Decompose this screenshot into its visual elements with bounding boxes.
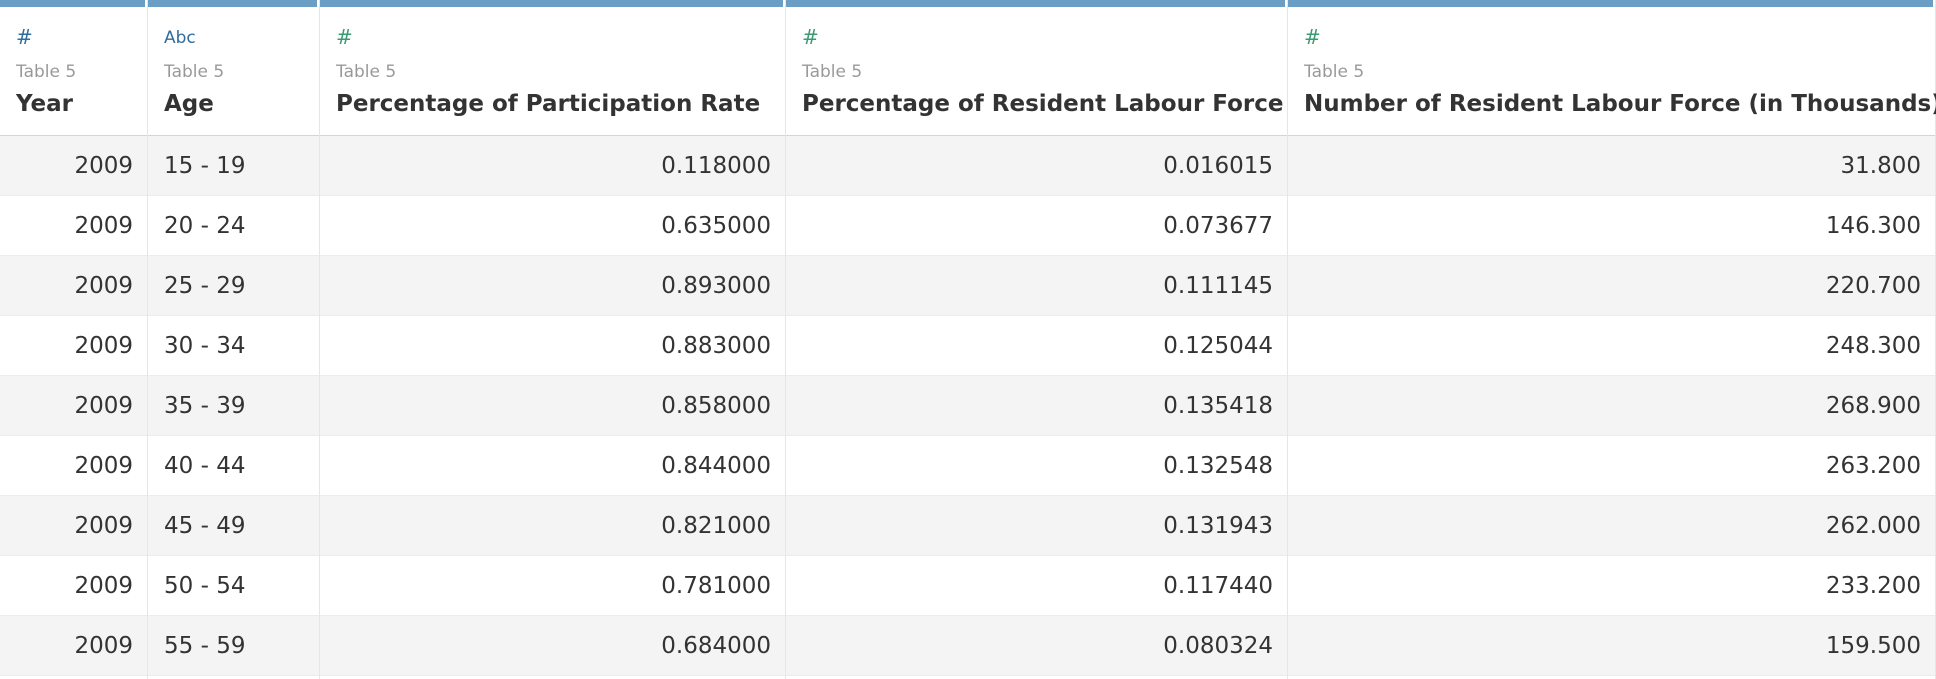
column-header[interactable]: # Table 5 Number of Resident Labour Force … bbox=[1288, 7, 1936, 137]
table-cell: 2009 bbox=[0, 136, 147, 196]
table-cell: 2009 bbox=[0, 316, 147, 376]
table-cell: 50 - 54 bbox=[148, 556, 319, 616]
table-cell: 55 - 59 bbox=[148, 616, 319, 676]
column-bar bbox=[786, 0, 1285, 7]
table-cell: 0.821000 bbox=[320, 496, 785, 556]
column-bar bbox=[1288, 0, 1933, 7]
table-cell: 0.132548 bbox=[786, 436, 1287, 496]
table-cell: 0.635000 bbox=[320, 196, 785, 256]
table-cell: 2009 bbox=[0, 556, 147, 616]
table-cell: 0.080324 bbox=[786, 616, 1287, 676]
table-cell: 2009 bbox=[0, 616, 147, 676]
table-cell: 262.000 bbox=[1288, 496, 1935, 556]
column-header[interactable]: Abc Table 5 Age bbox=[148, 7, 319, 137]
table-cell: 31.800 bbox=[1288, 136, 1935, 196]
table-cell: 20 - 24 bbox=[148, 196, 319, 256]
column-bar bbox=[148, 0, 317, 7]
column-name: Percentage of Resident Labour Force bbox=[802, 91, 1284, 117]
table-cell: 15 - 19 bbox=[148, 136, 319, 196]
table-cell: 0.684000 bbox=[320, 616, 785, 676]
column-bar bbox=[0, 0, 145, 7]
table-cell: 268.900 bbox=[1288, 376, 1935, 436]
column-source: Table 5 bbox=[1304, 62, 1365, 82]
column-name: Age bbox=[164, 91, 214, 117]
column-source: Table 5 bbox=[164, 62, 225, 82]
table-cell: 233.200 bbox=[1288, 556, 1935, 616]
table-cell: 0.858000 bbox=[320, 376, 785, 436]
table-cell: 0.118000 bbox=[320, 136, 785, 196]
table-cell: 146.300 bbox=[1288, 196, 1935, 256]
type-icon: # bbox=[802, 25, 819, 49]
table-cell: 0.844000 bbox=[320, 436, 785, 496]
column: # Table 5 Percentage of Participation Rate… bbox=[320, 0, 786, 679]
column-header[interactable]: # Table 5 Year bbox=[0, 7, 147, 137]
column: # Table 5 Number of Resident Labour Force … bbox=[1288, 0, 1936, 679]
column-source: Table 5 bbox=[336, 62, 397, 82]
table-cell: 263.200 bbox=[1288, 436, 1935, 496]
table-cell: 25 - 29 bbox=[148, 256, 319, 316]
table-cell: 2009 bbox=[0, 496, 147, 556]
table-cell: 40 - 44 bbox=[148, 436, 319, 496]
table-cell: 2009 bbox=[0, 376, 147, 436]
table-cell: 248.300 bbox=[1288, 316, 1935, 376]
table-cell: 0.781000 bbox=[320, 556, 785, 616]
table-cell: 0.016015 bbox=[786, 136, 1287, 196]
type-icon: # bbox=[16, 25, 33, 49]
table-cell: 0.073677 bbox=[786, 196, 1287, 256]
table-cell: 0.135418 bbox=[786, 376, 1287, 436]
table-cell: 2009 bbox=[0, 256, 147, 316]
table-cell: 0.131943 bbox=[786, 496, 1287, 556]
table-cell: 0.117440 bbox=[786, 556, 1287, 616]
table-cell: 35 - 39 bbox=[148, 376, 319, 436]
table-cell: 2009 bbox=[0, 436, 147, 496]
column-name: Percentage of Participation Rate bbox=[336, 91, 761, 117]
table-cell: 220.700 bbox=[1288, 256, 1935, 316]
table-cell: 2009 bbox=[0, 196, 147, 256]
column: # Table 5 Year 2009 2009 2009 2009 2009 2009 2009… bbox=[0, 0, 148, 679]
table-cell: 30 - 34 bbox=[148, 316, 319, 376]
table-cell: 0.893000 bbox=[320, 256, 785, 316]
column: # Table 5 Percentage of Resident Labour Fo… bbox=[786, 0, 1288, 679]
type-icon: # bbox=[336, 25, 353, 49]
column: Abc Table 5 Age 15 - 19 20 - 24 25 - 29 30 - 3… bbox=[148, 0, 320, 679]
table-cell: 0.125044 bbox=[786, 316, 1287, 376]
column-header[interactable]: # Table 5 Percentage of Resident Labour Fo… bbox=[786, 7, 1287, 137]
table-cell: 159.500 bbox=[1288, 616, 1935, 676]
table-cell: 0.883000 bbox=[320, 316, 785, 376]
table-cell: 45 - 49 bbox=[148, 496, 319, 556]
type-icon: # bbox=[1304, 25, 1321, 49]
column-bar bbox=[320, 0, 783, 7]
column-source: Table 5 bbox=[16, 62, 77, 82]
column-name: Number of Resident Labour Force (in Thou… bbox=[1304, 91, 1936, 117]
table-cell: 0.111145 bbox=[786, 256, 1287, 316]
column-header[interactable]: # Table 5 Percentage of Participation Rate bbox=[320, 7, 785, 137]
type-icon: Abc bbox=[164, 28, 196, 48]
column-source: Table 5 bbox=[802, 62, 863, 82]
column-name: Year bbox=[16, 91, 74, 117]
